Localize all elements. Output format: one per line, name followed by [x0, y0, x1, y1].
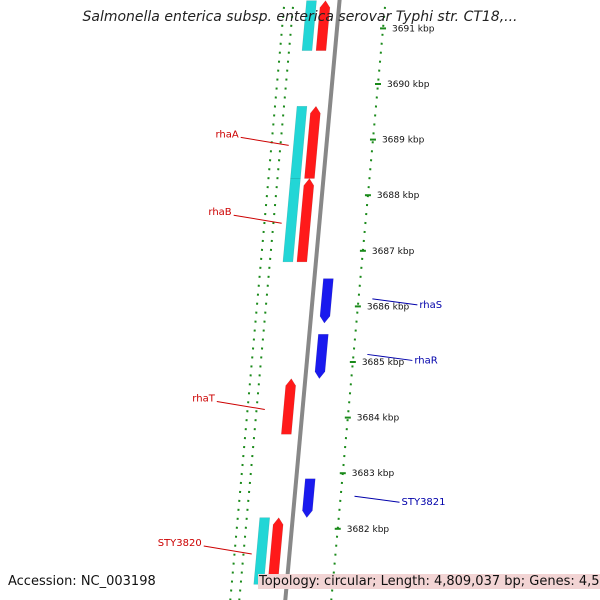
gene-label-STY3821[interactable]: STY3821 — [402, 497, 446, 508]
sequence-backbone — [283, 0, 342, 600]
leader-STY3821 — [354, 495, 400, 503]
guide-dots-left-outer — [229, 0, 286, 600]
feature-rhaT[interactable] — [281, 378, 296, 435]
feature-rna-1[interactable] — [301, 0, 317, 51]
scale-tick-label: 3689 kbp — [382, 136, 425, 146]
scale-tick-label: 3691 kbp — [392, 24, 435, 34]
feature-STY3821[interactable] — [302, 478, 316, 519]
gene-label-rhaR[interactable]: rhaR — [414, 355, 437, 366]
scale-tick-label: 3683 kbp — [352, 469, 395, 479]
gene-label-rhaT[interactable]: rhaT — [192, 393, 215, 404]
leader-rhaS — [372, 298, 418, 306]
feature-rhaA[interactable] — [304, 105, 321, 179]
leader-rhaR — [367, 353, 413, 361]
gene-label-STY3820[interactable]: STY3820 — [158, 538, 202, 549]
scale-tick-label: 3685 kbp — [362, 358, 405, 368]
leader-rhaT — [216, 400, 265, 410]
gene-label-rhaA[interactable]: rhaA — [215, 129, 238, 140]
feature-rhaB[interactable] — [296, 178, 315, 263]
scale-tick-label: 3687 kbp — [372, 247, 415, 257]
scale-tick-label: 3688 kbp — [377, 191, 420, 201]
leader-rhaA — [240, 136, 289, 146]
scale-tick-label: 3684 kbp — [357, 414, 400, 424]
scale-tick-label: 3690 kbp — [387, 80, 430, 90]
guide-dots-left-inner — [238, 0, 295, 600]
feature-rhaS[interactable] — [319, 278, 334, 324]
feature-rhaR[interactable] — [314, 333, 329, 380]
feature-cds-0[interactable] — [315, 0, 331, 51]
gene-label-rhaB[interactable]: rhaB — [208, 207, 231, 218]
scale-tick-label: 3682 kbp — [347, 525, 390, 535]
feature-rna-3[interactable] — [290, 105, 308, 179]
topology-value: Topology: circular; Length: 4,809,037 bp… — [258, 574, 600, 589]
gene-label-rhaS[interactable]: rhaS — [419, 300, 442, 311]
leader-rhaB — [233, 214, 282, 224]
map-title: Salmonella enterica subsp. enterica sero… — [82, 9, 518, 25]
topology-text: Topology: circular; Length: 4,809,037 bp… — [258, 574, 600, 589]
leader-STY3820 — [203, 545, 252, 555]
scale-tick-label: 3686 kbp — [367, 302, 410, 312]
feature-rna-5[interactable] — [282, 178, 301, 263]
accession-text: Accession: NC_003198 — [8, 574, 156, 589]
